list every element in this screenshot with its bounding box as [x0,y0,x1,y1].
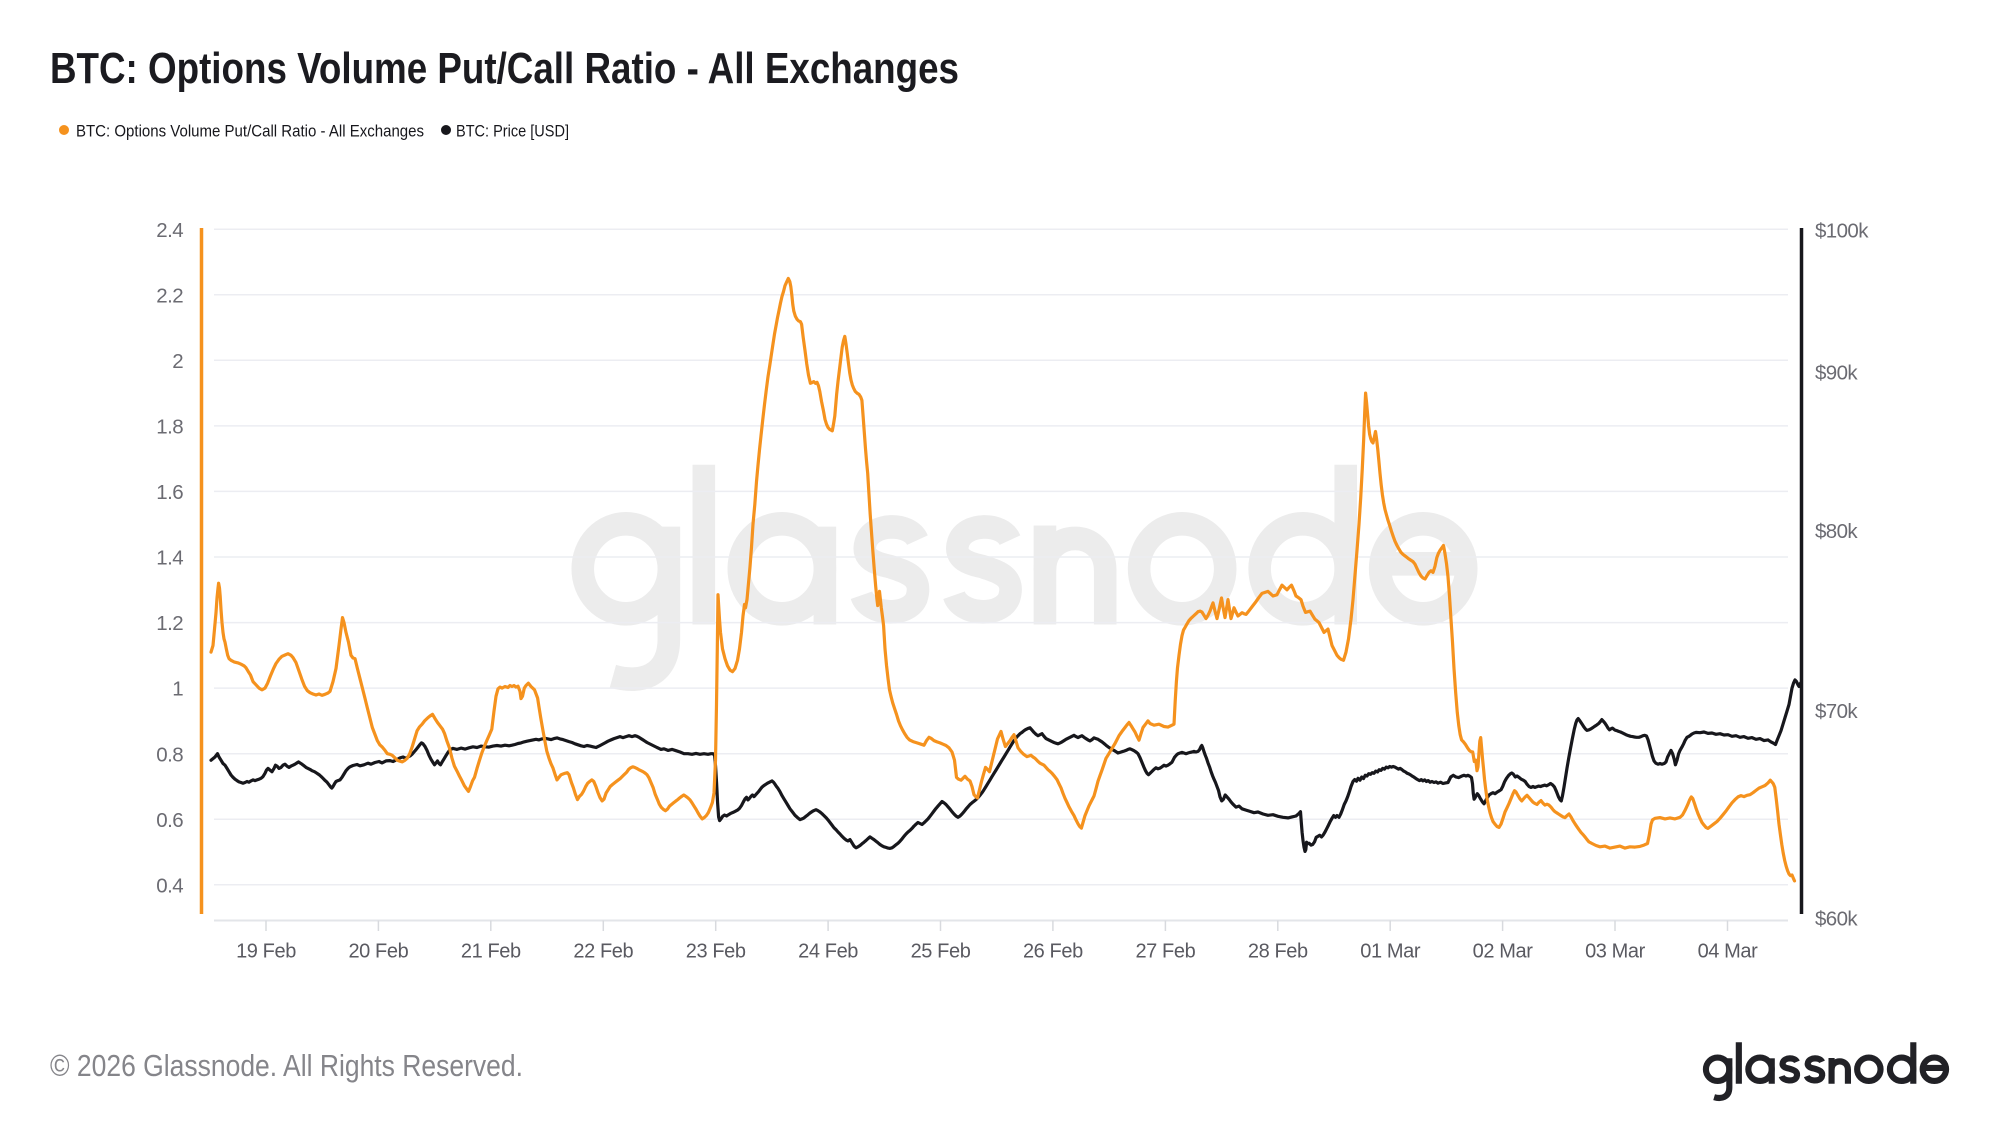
svg-text:25 Feb: 25 Feb [911,941,971,963]
svg-text:$80k: $80k [1815,520,1858,543]
svg-text:28 Feb: 28 Feb [1248,941,1308,963]
svg-text:01 Mar: 01 Mar [1360,941,1421,963]
svg-text:BTC: Options Volume Put/Call R: BTC: Options Volume Put/Call Ratio - All… [50,45,959,93]
svg-text:24 Feb: 24 Feb [798,941,858,963]
svg-text:1.4: 1.4 [156,547,183,570]
svg-text:2: 2 [172,350,183,373]
svg-text:© 2026 Glassnode. All Rights R: © 2026 Glassnode. All Rights Reserved. [50,1048,523,1083]
svg-text:BTC: Options Volume Put/Call R: BTC: Options Volume Put/Call Ratio - All… [76,122,424,141]
svg-text:$100k: $100k [1815,220,1869,243]
svg-text:22 Feb: 22 Feb [573,941,633,963]
svg-text:21 Feb: 21 Feb [461,941,521,963]
svg-text:26 Feb: 26 Feb [1023,941,1083,963]
svg-text:0.6: 0.6 [156,809,183,832]
svg-text:$90k: $90k [1815,361,1858,384]
svg-text:1.2: 1.2 [156,612,183,635]
svg-text:BTC: Price [USD]: BTC: Price [USD] [456,122,569,141]
svg-text:0.4: 0.4 [156,874,183,897]
svg-text:0.8: 0.8 [156,743,183,766]
svg-text:$70k: $70k [1815,700,1858,723]
svg-text:1.6: 1.6 [156,481,183,504]
svg-text:03 Mar: 03 Mar [1585,941,1646,963]
svg-text:2.4: 2.4 [156,219,183,242]
svg-text:2.2: 2.2 [156,284,183,307]
svg-text:1: 1 [172,678,183,701]
svg-text:04 Mar: 04 Mar [1698,941,1759,963]
svg-text:20 Feb: 20 Feb [348,941,408,963]
svg-text:1.8: 1.8 [156,416,183,439]
svg-text:27 Feb: 27 Feb [1135,941,1195,963]
svg-text:02 Mar: 02 Mar [1473,941,1534,963]
svg-text:23 Feb: 23 Feb [686,941,746,963]
svg-text:$60k: $60k [1815,907,1858,930]
svg-text:19 Feb: 19 Feb [236,941,296,963]
